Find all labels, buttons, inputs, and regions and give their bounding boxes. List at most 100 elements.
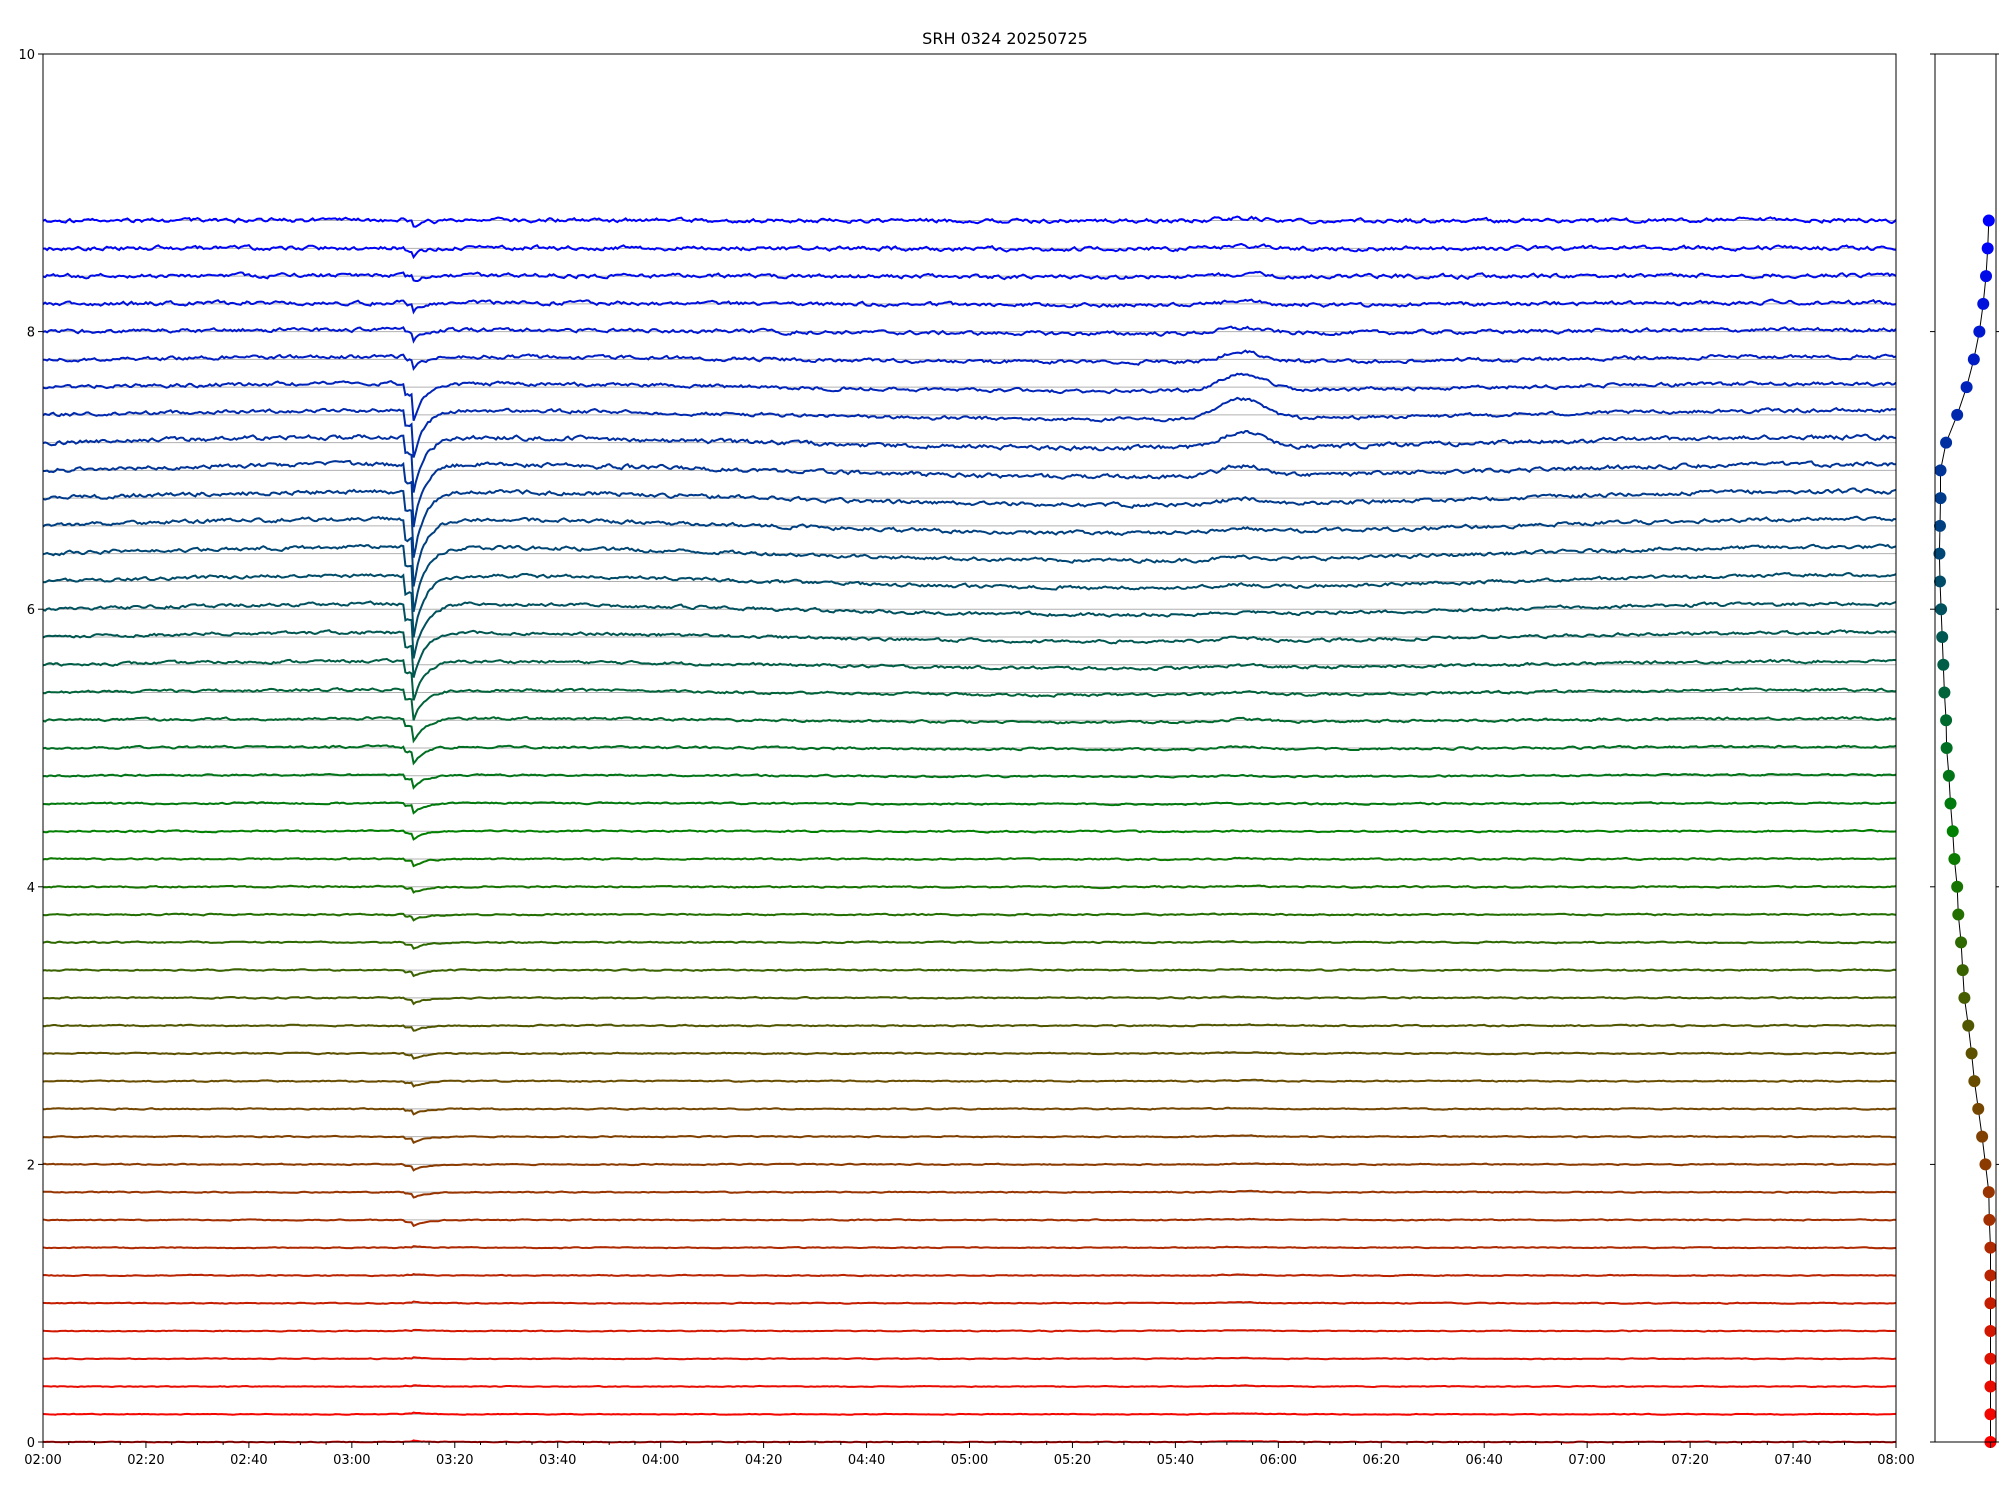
trace-line [42,657,1897,701]
trace-line [42,772,1897,790]
trace-line [42,1411,1897,1416]
x-tick-label: 08:00 [1877,1453,1914,1468]
x-tick-label: 04:00 [642,1453,679,1468]
trace-line [43,459,1897,528]
trace-line [42,1300,1897,1305]
trace-line [42,828,1897,841]
trace-line [42,1134,1897,1145]
x-tick-label: 03:40 [539,1453,576,1468]
side-marker [1933,547,1946,560]
side-marker [1982,214,1995,227]
side-marker [1951,880,1964,893]
chart-title: SRH 0324 20250725 [922,29,1088,48]
side-marker [1940,714,1953,727]
y-tick-label: 0 [27,1436,35,1451]
trace-line [42,487,1897,558]
trace-line [43,1106,1897,1116]
side-marker [1973,325,1986,338]
trace-line [42,543,1897,613]
y-tick-label: 8 [27,326,35,341]
side-marker [1984,1380,1997,1393]
trace-line [42,270,1897,282]
trace-line [42,801,1897,815]
x-tick-label: 02:40 [230,1453,267,1468]
x-tick-label: 06:40 [1465,1453,1502,1468]
side-marker [1958,991,1971,1004]
trace-line [42,715,1897,744]
y-tick-label: 6 [27,603,35,618]
side-marker [1976,1130,1989,1143]
trace-line [42,1078,1897,1088]
trace-line [42,1328,1897,1333]
side-marker [1946,825,1959,838]
trace-line [42,1245,1897,1250]
trace-line [42,1356,1897,1361]
side-marker [1984,1408,1997,1421]
x-tick-label: 06:00 [1260,1453,1297,1468]
side-marker [1977,297,1990,310]
trace-line [43,1384,1897,1389]
side-marker [1951,408,1964,421]
x-tick-label: 07:00 [1568,1453,1605,1468]
trace-line [42,515,1897,587]
trace-line [42,939,1897,950]
side-marker [1944,797,1957,810]
side-marker [1982,1186,1995,1199]
trace-line [42,429,1897,493]
trace-line [42,396,1897,458]
side-marker [1984,1297,1997,1310]
main-plot-area: 0 2 4 6 8 10 02:00 02:20 02:40 03:00 03:20 03:40 04:… [18,48,1914,1468]
side-marker [1935,603,1948,616]
trace-line [42,600,1897,659]
trace-line [42,1217,1897,1228]
side-marker [1979,1158,1992,1171]
side-marker [1942,769,1955,782]
side-marker [1962,1019,1975,1032]
side-marker [1933,519,1946,532]
x-tick-label: 05:20 [1054,1453,1091,1468]
side-marker [1933,575,1946,588]
side-marker [1984,1241,1997,1254]
side-marker [1952,908,1965,921]
x-tick-label: 03:20 [436,1453,473,1468]
side-marker [1981,242,1994,255]
side-marker [1955,936,1968,949]
x-tick-label: 05:00 [951,1453,988,1468]
x-tick-label: 04:20 [745,1453,782,1468]
trace-line [43,349,1897,372]
x-tick-label: 07:40 [1774,1453,1811,1468]
trace-line [42,856,1897,868]
side-marker [1984,1324,1997,1337]
trace-line [42,1273,1897,1278]
side-marker [1984,1269,1997,1282]
y-tick-label: 10 [18,48,35,63]
side-marker [1937,658,1950,671]
side-marker [1967,353,1980,366]
side-marker [1940,742,1953,754]
side-marker [1956,964,1969,977]
side-axes-frame [1934,53,1997,1443]
side-marker [1934,464,1947,477]
side-marker [1965,1047,1978,1060]
trace-line [43,1189,1897,1199]
trace-line [42,298,1897,315]
side-marker [1948,853,1961,866]
y-tick-label: 4 [27,881,35,896]
trace-line [42,215,1897,228]
side-marker [1936,630,1949,643]
trace-line [42,884,1897,894]
trace-line [42,1051,1897,1060]
x-tick-label: 05:40 [1157,1453,1194,1468]
trace-line [42,325,1897,344]
side-marker [1968,1075,1981,1088]
trace-line [42,744,1897,766]
side-marker [1960,381,1973,394]
side-marker [1980,270,1993,283]
side-panel-plot [1930,53,1999,1448]
trace-line [42,995,1896,1006]
trace-line [42,912,1897,922]
x-tick-label: 07:20 [1671,1453,1708,1468]
trace-line [42,687,1897,721]
